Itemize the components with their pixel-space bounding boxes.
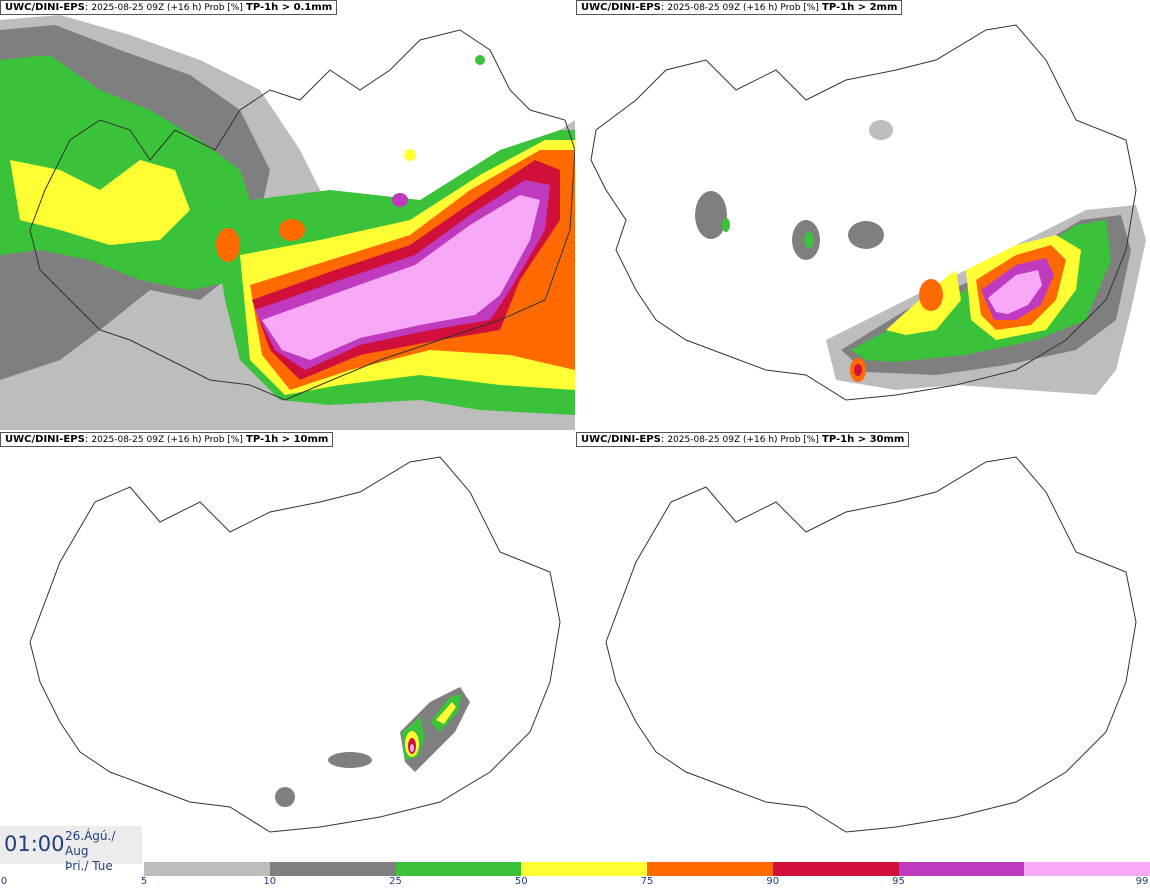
panel-title: UWC/DINI-EPS: 2025-08-25 09Z (+16 h) Pro… [0, 0, 338, 15]
map-panel-tp-30mm: UWC/DINI-EPS: 2025-08-25 09Z (+16 h) Pro… [576, 432, 1150, 862]
color-scale-segment [898, 862, 1025, 876]
color-scale-label: 50 [514, 876, 528, 887]
run-info: 2025-08-25 09Z (+16 h) Prob [%] [91, 3, 243, 13]
run-info: 2025-08-25 09Z (+16 h) Prob [%] [667, 435, 819, 445]
probability-map-0-1mm [0, 0, 575, 430]
color-scale-segment [144, 862, 271, 876]
color-scale-segment [1024, 862, 1150, 876]
probability-field-2mm [695, 120, 1146, 395]
threshold-label: TP-1h > 0.1mm [246, 2, 333, 13]
color-scale-bar [144, 862, 1150, 876]
map-panel-tp-2mm: UWC/DINI-EPS: 2025-08-25 09Z (+16 h) Pro… [576, 0, 1150, 430]
color-scale-label: 0 [0, 876, 8, 887]
model-name: UWC/DINI-EPS [581, 2, 661, 13]
color-scale-segment [521, 862, 648, 876]
valid-time: 01:00 [4, 832, 65, 856]
iceland-coastline-2mm [590, 24, 1137, 401]
iceland-coastline-10mm [29, 456, 561, 833]
run-info: 2025-08-25 09Z (+16 h) Prob [%] [91, 435, 243, 445]
panel-title: UWC/DINI-EPS: 2025-08-25 09Z (+16 h) Pro… [0, 432, 334, 447]
probability-field-0-1mm [0, 15, 575, 430]
color-scale-label: 90 [766, 876, 780, 887]
color-scale-label: 99 [1135, 876, 1149, 887]
probability-map-10mm [0, 432, 575, 862]
panel-title: UWC/DINI-EPS: 2025-08-25 09Z (+16 h) Pro… [576, 0, 903, 15]
color-scale-segment [772, 862, 899, 876]
model-name: UWC/DINI-EPS [581, 434, 661, 445]
valid-date: 26.Ágú./ Aug Þri./ Tue [65, 829, 142, 874]
color-scale-label: 25 [389, 876, 402, 887]
probability-field-10mm [275, 687, 470, 807]
color-scale-segment [269, 862, 396, 876]
color-scale-label: 5 [140, 876, 148, 887]
model-name: UWC/DINI-EPS [5, 434, 85, 445]
valid-date-line-2: Þri./ Tue [65, 859, 113, 873]
threshold-label: TP-1h > 2mm [822, 2, 898, 13]
color-scale-label: 75 [640, 876, 654, 887]
iceland-coastline-0-1mm [29, 29, 575, 401]
probability-map-2mm [576, 0, 1150, 430]
color-scale-label: 95 [892, 876, 905, 887]
threshold-label: TP-1h > 30mm [822, 434, 905, 445]
probability-map-30mm [576, 432, 1150, 862]
color-scale-segment [395, 862, 522, 876]
probability-color-scale: 0 5 10 25 50 75 90 95 99 [0, 862, 1150, 891]
iceland-coastline-30mm [605, 456, 1137, 833]
color-scale-segment [647, 862, 774, 876]
panel-title: UWC/DINI-EPS: 2025-08-25 09Z (+16 h) Pro… [576, 432, 910, 447]
valid-date-line-1: 26.Ágú./ Aug [65, 829, 116, 858]
map-panel-tp-10mm: UWC/DINI-EPS: 2025-08-25 09Z (+16 h) Pro… [0, 432, 575, 862]
model-name: UWC/DINI-EPS [5, 2, 85, 13]
color-scale-label: 10 [263, 876, 277, 887]
valid-time-box: 01:00 26.Ágú./ Aug Þri./ Tue [0, 826, 142, 873]
map-panel-tp-0-1mm: UWC/DINI-EPS: 2025-08-25 09Z (+16 h) Pro… [0, 0, 575, 430]
threshold-label: TP-1h > 10mm [246, 434, 329, 445]
run-info: 2025-08-25 09Z (+16 h) Prob [%] [667, 3, 819, 13]
